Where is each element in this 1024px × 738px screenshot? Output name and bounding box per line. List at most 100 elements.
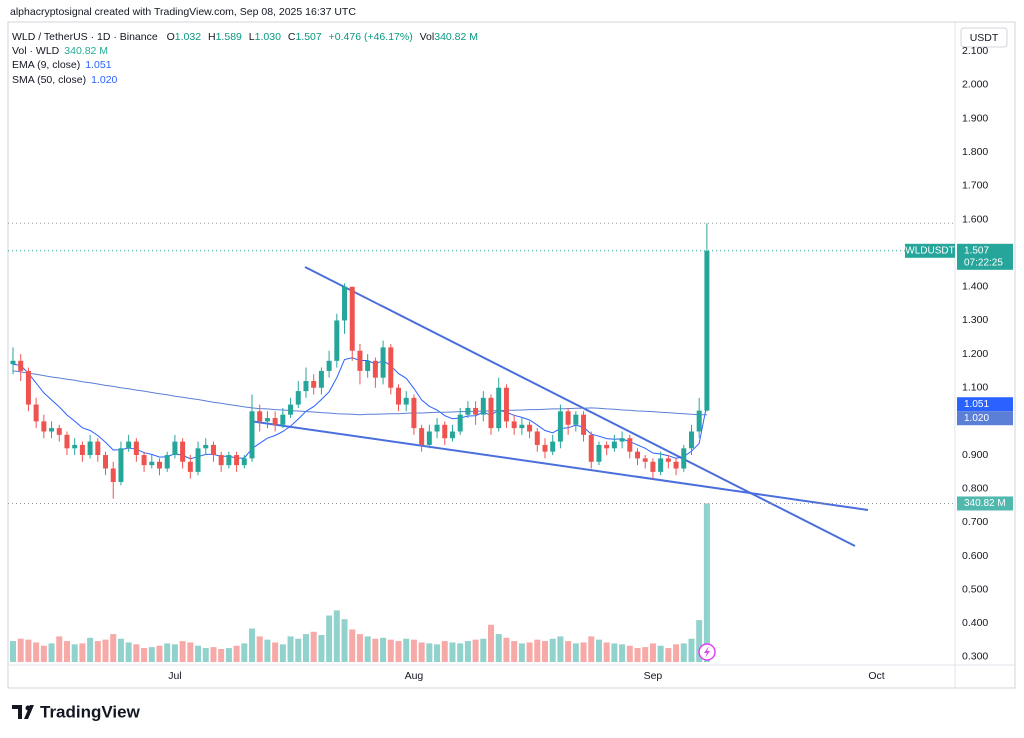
candle-body xyxy=(33,404,39,422)
candle-body xyxy=(257,411,263,422)
candle-body xyxy=(403,397,409,405)
volume-bar xyxy=(480,638,487,662)
volume-bar xyxy=(395,641,402,662)
currency-box[interactable] xyxy=(960,27,1008,48)
volume-bar xyxy=(302,634,309,662)
candle-body xyxy=(411,397,417,429)
candle-body xyxy=(195,448,201,472)
candle-body xyxy=(619,438,625,442)
candle-body xyxy=(681,448,687,469)
candle-body xyxy=(133,441,139,456)
volume-bar xyxy=(249,628,256,662)
candle-body xyxy=(118,448,124,482)
candle-body xyxy=(665,458,671,462)
volume-bar xyxy=(549,638,556,662)
candle-body xyxy=(650,461,656,472)
logo-icon xyxy=(12,705,34,719)
ema-name: EMA (9, close) xyxy=(12,59,80,71)
change: +0.476 (+46.17%) xyxy=(329,31,413,43)
candle-body xyxy=(334,320,340,361)
volume-bar xyxy=(518,643,525,662)
candle-body xyxy=(18,360,24,371)
low-value: 1.030 xyxy=(255,31,281,43)
candle-body xyxy=(688,431,694,449)
candle-body xyxy=(426,431,432,445)
candle-body xyxy=(218,455,224,466)
price-badge-text: 1.507 xyxy=(964,245,989,256)
volume-bar xyxy=(595,639,602,662)
volume-bar xyxy=(488,624,495,662)
volume-bar xyxy=(218,648,225,662)
volume-bar xyxy=(634,648,641,662)
volume-bar xyxy=(187,642,194,662)
volume-bar xyxy=(102,639,109,662)
candle-body xyxy=(49,428,55,432)
volume-bar xyxy=(696,620,703,662)
sma-name: SMA (50, close) xyxy=(12,74,86,86)
brand: TradingView xyxy=(40,702,141,721)
symbol-title: WLD / TetherUS · 1D · Binance xyxy=(12,31,158,43)
candle-body xyxy=(79,444,85,456)
volume-bar xyxy=(79,643,86,662)
x-tick-label: Aug xyxy=(405,670,424,682)
volume-bar xyxy=(156,645,163,662)
candle-body xyxy=(95,441,101,456)
candle-body xyxy=(241,458,247,466)
volume-bar xyxy=(703,503,710,662)
candle-body xyxy=(110,468,116,482)
trendline-upper xyxy=(304,266,856,547)
candle-body xyxy=(627,438,633,452)
header: alphacryptosignal created with TradingVi… xyxy=(10,6,356,18)
candle-body xyxy=(342,286,348,321)
volume-bar xyxy=(272,642,279,662)
candle-body xyxy=(72,444,78,449)
ema-badge-text: 1.051 xyxy=(964,399,989,410)
candle-body xyxy=(604,444,610,449)
candle-body xyxy=(103,455,109,469)
open-label: O xyxy=(167,31,175,43)
open-value: 1.032 xyxy=(175,31,201,43)
candle-body xyxy=(642,458,648,462)
candle-body xyxy=(473,407,479,415)
volume-bar xyxy=(295,638,302,662)
marks: 0.3000.4000.5000.6000.7000.8000.9001.000… xyxy=(8,45,1013,682)
volume-bar xyxy=(372,638,379,662)
candle-body xyxy=(295,391,301,405)
candle-body xyxy=(226,455,232,466)
trendline-lower xyxy=(249,420,869,511)
volume-bar xyxy=(341,619,348,662)
volume-bar xyxy=(603,642,610,662)
volume-bar xyxy=(588,636,595,662)
y-tick-label: 0.500 xyxy=(962,583,988,595)
volume-name: Vol · WLD xyxy=(12,45,60,57)
volume-bar xyxy=(63,641,70,662)
volume-bar xyxy=(380,637,387,662)
high-label: H xyxy=(208,31,216,43)
volume-bar xyxy=(241,643,248,662)
volume-bar xyxy=(565,641,572,662)
currency[interactable]: USDT xyxy=(970,32,999,44)
candle-body xyxy=(372,360,378,378)
volume-bar xyxy=(441,641,448,662)
y-tick-label: 1.600 xyxy=(962,213,988,225)
sma-value: 1.020 xyxy=(91,74,117,86)
volume-bar xyxy=(572,643,579,662)
volume-bar xyxy=(256,636,263,662)
x-tick-label: Oct xyxy=(868,670,884,682)
y-tick-label: 0.700 xyxy=(962,516,988,528)
candle-body xyxy=(457,414,463,432)
candle-body xyxy=(172,441,178,456)
y-tick-label: 1.100 xyxy=(962,382,988,394)
candle-body xyxy=(596,444,602,462)
volume-bar xyxy=(611,643,618,662)
candle-body xyxy=(434,424,440,432)
event-icon-bolt xyxy=(704,646,710,658)
volume-bar xyxy=(364,636,371,662)
candle-body xyxy=(496,387,502,429)
volume-bar xyxy=(449,642,456,662)
volume-bar xyxy=(87,637,94,662)
volume-bar xyxy=(310,631,317,662)
volume-bar xyxy=(225,648,232,662)
